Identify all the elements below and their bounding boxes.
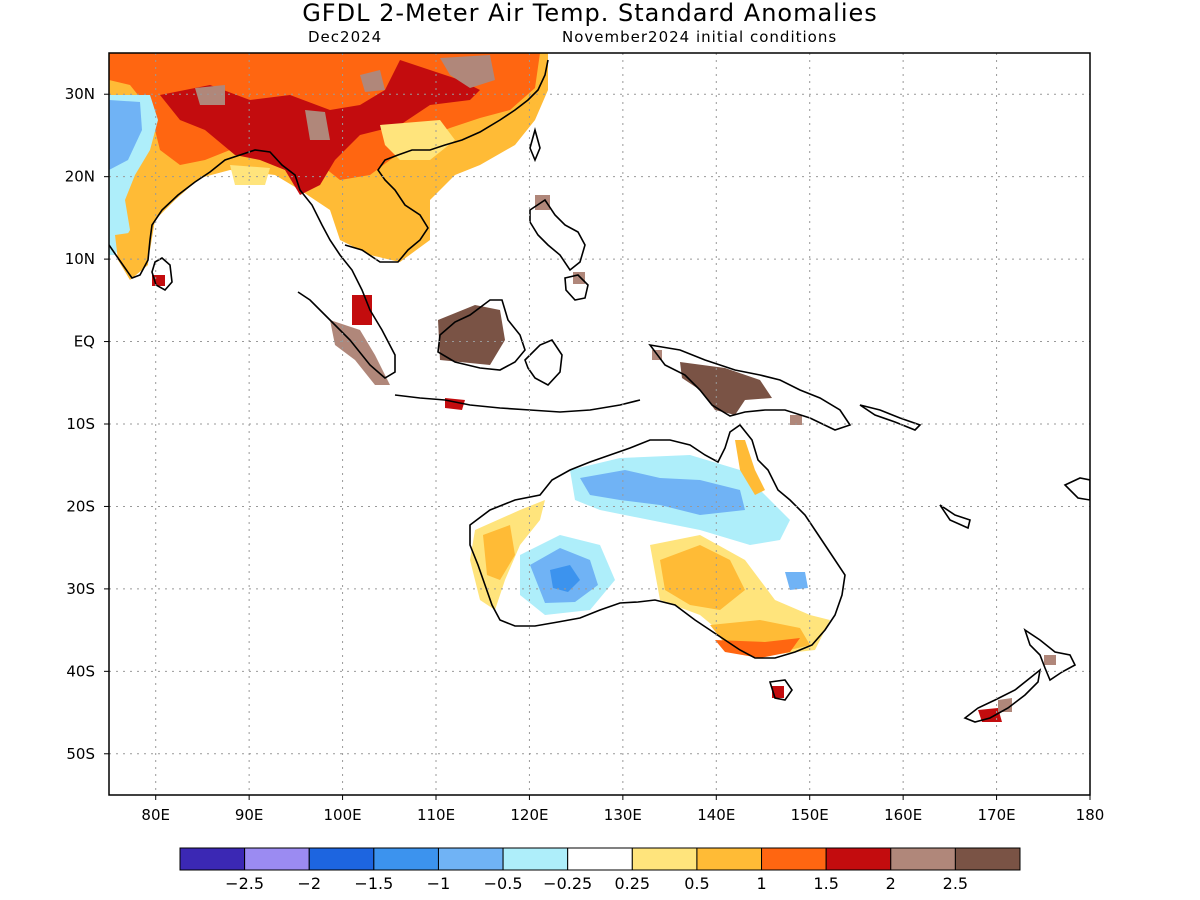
colorbar-swatch bbox=[954, 847, 1021, 871]
colorbar-swatch bbox=[825, 847, 892, 871]
colorbar-label: −2.5 bbox=[225, 874, 264, 893]
colorbar-swatch bbox=[437, 847, 504, 871]
colorbar-label: 2.5 bbox=[943, 874, 968, 893]
lon-label: 110E bbox=[417, 806, 455, 824]
nz-brown-anomaly bbox=[998, 655, 1056, 712]
colorbar-label: 0.5 bbox=[684, 874, 709, 893]
map-frame bbox=[108, 52, 1091, 796]
colorbar-label: −0.5 bbox=[484, 874, 523, 893]
australia-east-blue bbox=[785, 572, 808, 590]
australia-east-coast bbox=[735, 440, 765, 495]
lon-label: 170E bbox=[978, 806, 1016, 824]
lon-label: 160E bbox=[884, 806, 922, 824]
colorbar-swatch bbox=[631, 847, 698, 871]
coastlines bbox=[109, 59, 1090, 723]
lat-label: 40S bbox=[66, 662, 95, 680]
lon-label: 130E bbox=[604, 806, 642, 824]
map-content bbox=[109, 53, 1090, 723]
lon-label: 180 bbox=[1076, 806, 1105, 824]
lon-label: 120E bbox=[510, 806, 548, 824]
colorbar-label: 1.5 bbox=[813, 874, 838, 893]
lat-label: 20S bbox=[66, 497, 95, 515]
colorbar-swatch bbox=[244, 847, 310, 871]
lat-label: 10S bbox=[66, 415, 95, 433]
colorbar-swatch bbox=[308, 847, 375, 871]
lat-label: 30N bbox=[65, 85, 95, 103]
colorbar-label: 2 bbox=[886, 874, 896, 893]
tasmania-anomaly bbox=[772, 686, 784, 698]
colorbar-label: −0.25 bbox=[543, 874, 592, 893]
initial-conditions: November2024 initial conditions bbox=[562, 28, 838, 46]
latitude-labels: 30N 20N 10N EQ 10S 20S 30S 40S 50S bbox=[65, 85, 95, 763]
colorbar-swatch bbox=[179, 847, 246, 871]
australia-orange-west bbox=[483, 525, 515, 580]
nz-south-anomaly bbox=[978, 708, 1002, 722]
asia-brown-anomaly bbox=[195, 55, 495, 140]
lon-label: 90E bbox=[235, 806, 264, 824]
new-guinea-anomaly bbox=[680, 362, 772, 415]
colorbar-swatch bbox=[890, 847, 956, 871]
lat-label: 50S bbox=[66, 745, 95, 763]
colorbar bbox=[179, 847, 1021, 871]
australia-east-orange bbox=[660, 545, 810, 655]
lat-label: 10N bbox=[65, 250, 95, 268]
australia-se-red bbox=[715, 638, 800, 658]
lat-label: 30S bbox=[66, 580, 95, 598]
longitude-labels: 80E 90E 100E 110E 120E 130E 140E 150E 160E 170E 18… bbox=[141, 806, 1104, 824]
colorbar-swatch bbox=[567, 847, 633, 871]
map-gridlines bbox=[104, 53, 1091, 800]
lon-label: 100E bbox=[324, 806, 362, 824]
india-blue-anomaly bbox=[109, 100, 142, 170]
lat-label: EQ bbox=[74, 333, 95, 351]
australia-north-deepblue bbox=[580, 470, 745, 515]
colorbar-labels: −2.5 −2 −1.5 −1 −0.5 −0.25 0.25 0.5 1 1.5 2 2.5 bbox=[225, 874, 968, 893]
colorbar-label: 1 bbox=[756, 874, 766, 893]
colorbar-label: 0.25 bbox=[614, 874, 650, 893]
borneo-anomaly bbox=[438, 305, 505, 365]
malaysia-anomaly bbox=[352, 295, 372, 325]
colorbar-label: −1.5 bbox=[354, 874, 393, 893]
asia-light-yellow-patch bbox=[230, 120, 455, 185]
map-title: GFDL 2-Meter Air Temp. Standard Anomalie… bbox=[302, 0, 878, 27]
colorbar-label: −2 bbox=[297, 874, 321, 893]
valid-month: Dec2024 bbox=[308, 28, 383, 46]
lat-label: 20N bbox=[65, 168, 95, 186]
lon-label: 140E bbox=[697, 806, 735, 824]
colorbar-label: −1 bbox=[427, 874, 451, 893]
india-south-warm bbox=[115, 230, 150, 280]
lon-label: 150E bbox=[791, 806, 829, 824]
colorbar-swatch bbox=[761, 847, 827, 871]
colorbar-swatch bbox=[696, 847, 763, 871]
australia-sw-core bbox=[550, 565, 580, 592]
colorbar-swatch bbox=[373, 847, 439, 871]
lon-label: 80E bbox=[141, 806, 170, 824]
colorbar-swatch bbox=[502, 847, 569, 871]
